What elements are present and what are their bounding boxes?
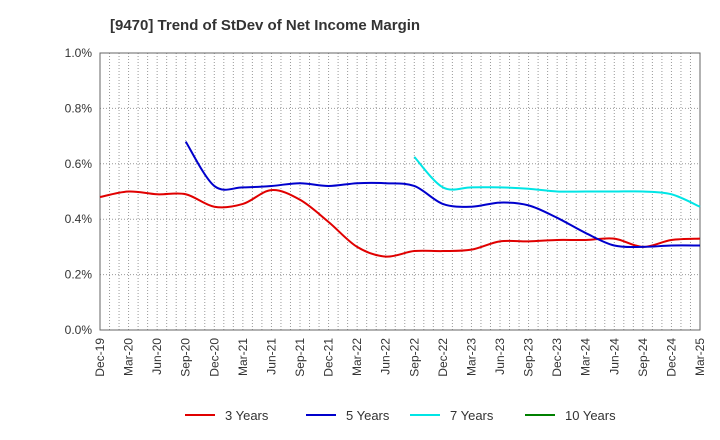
x-tick-label: Jun-23 [493,338,507,375]
x-tick-label: Dec-19 [93,338,107,377]
chart-title: [9470] Trend of StDev of Net Income Marg… [110,17,420,34]
x-tick-label: Dec-24 [664,338,678,377]
x-tick-label: Sep-22 [407,338,421,377]
x-tick-label: Mar-24 [579,338,593,376]
x-tick-label: Jun-20 [150,338,164,375]
x-tick-label: Sep-24 [636,338,650,377]
legend-label-7-years: 7 Years [450,408,494,423]
x-tick-label: Sep-20 [179,338,193,377]
series-line-5-years [184,141,701,249]
y-tick-label: 0.0% [65,323,93,337]
legend-label-10-years: 10 Years [565,408,616,423]
y-tick-label: 0.2% [65,268,93,282]
x-tick-label: Jun-22 [379,338,393,375]
series-line-3-years [99,189,701,258]
x-tick-label: Dec-22 [436,338,450,377]
x-tick-label: Mar-23 [464,338,478,376]
x-tick-label: Mar-25 [693,338,707,376]
series-line-7-years [413,156,701,208]
y-tick-label: 1.0% [65,46,93,60]
x-tick-label: Jun-21 [264,338,278,375]
x-tick-label: Sep-23 [522,338,536,377]
plot-frame [99,52,701,331]
x-tick-label: Dec-20 [207,338,221,377]
y-tick-label: 0.6% [65,157,93,171]
x-tick-label: Sep-21 [293,338,307,377]
x-tick-label: Mar-22 [350,338,364,376]
y-tick-label: 0.4% [65,212,93,226]
y-tick-label: 0.8% [65,101,93,115]
legend-label-5-years: 5 Years [346,408,390,423]
x-tick-label: Mar-20 [122,338,136,376]
x-tick-label: Dec-21 [322,338,336,377]
x-tick-label: Mar-21 [236,338,250,376]
x-tick-label: Dec-23 [550,338,564,377]
legend-label-3-years: 3 Years [225,408,269,423]
x-tick-label: Jun-24 [607,338,621,375]
